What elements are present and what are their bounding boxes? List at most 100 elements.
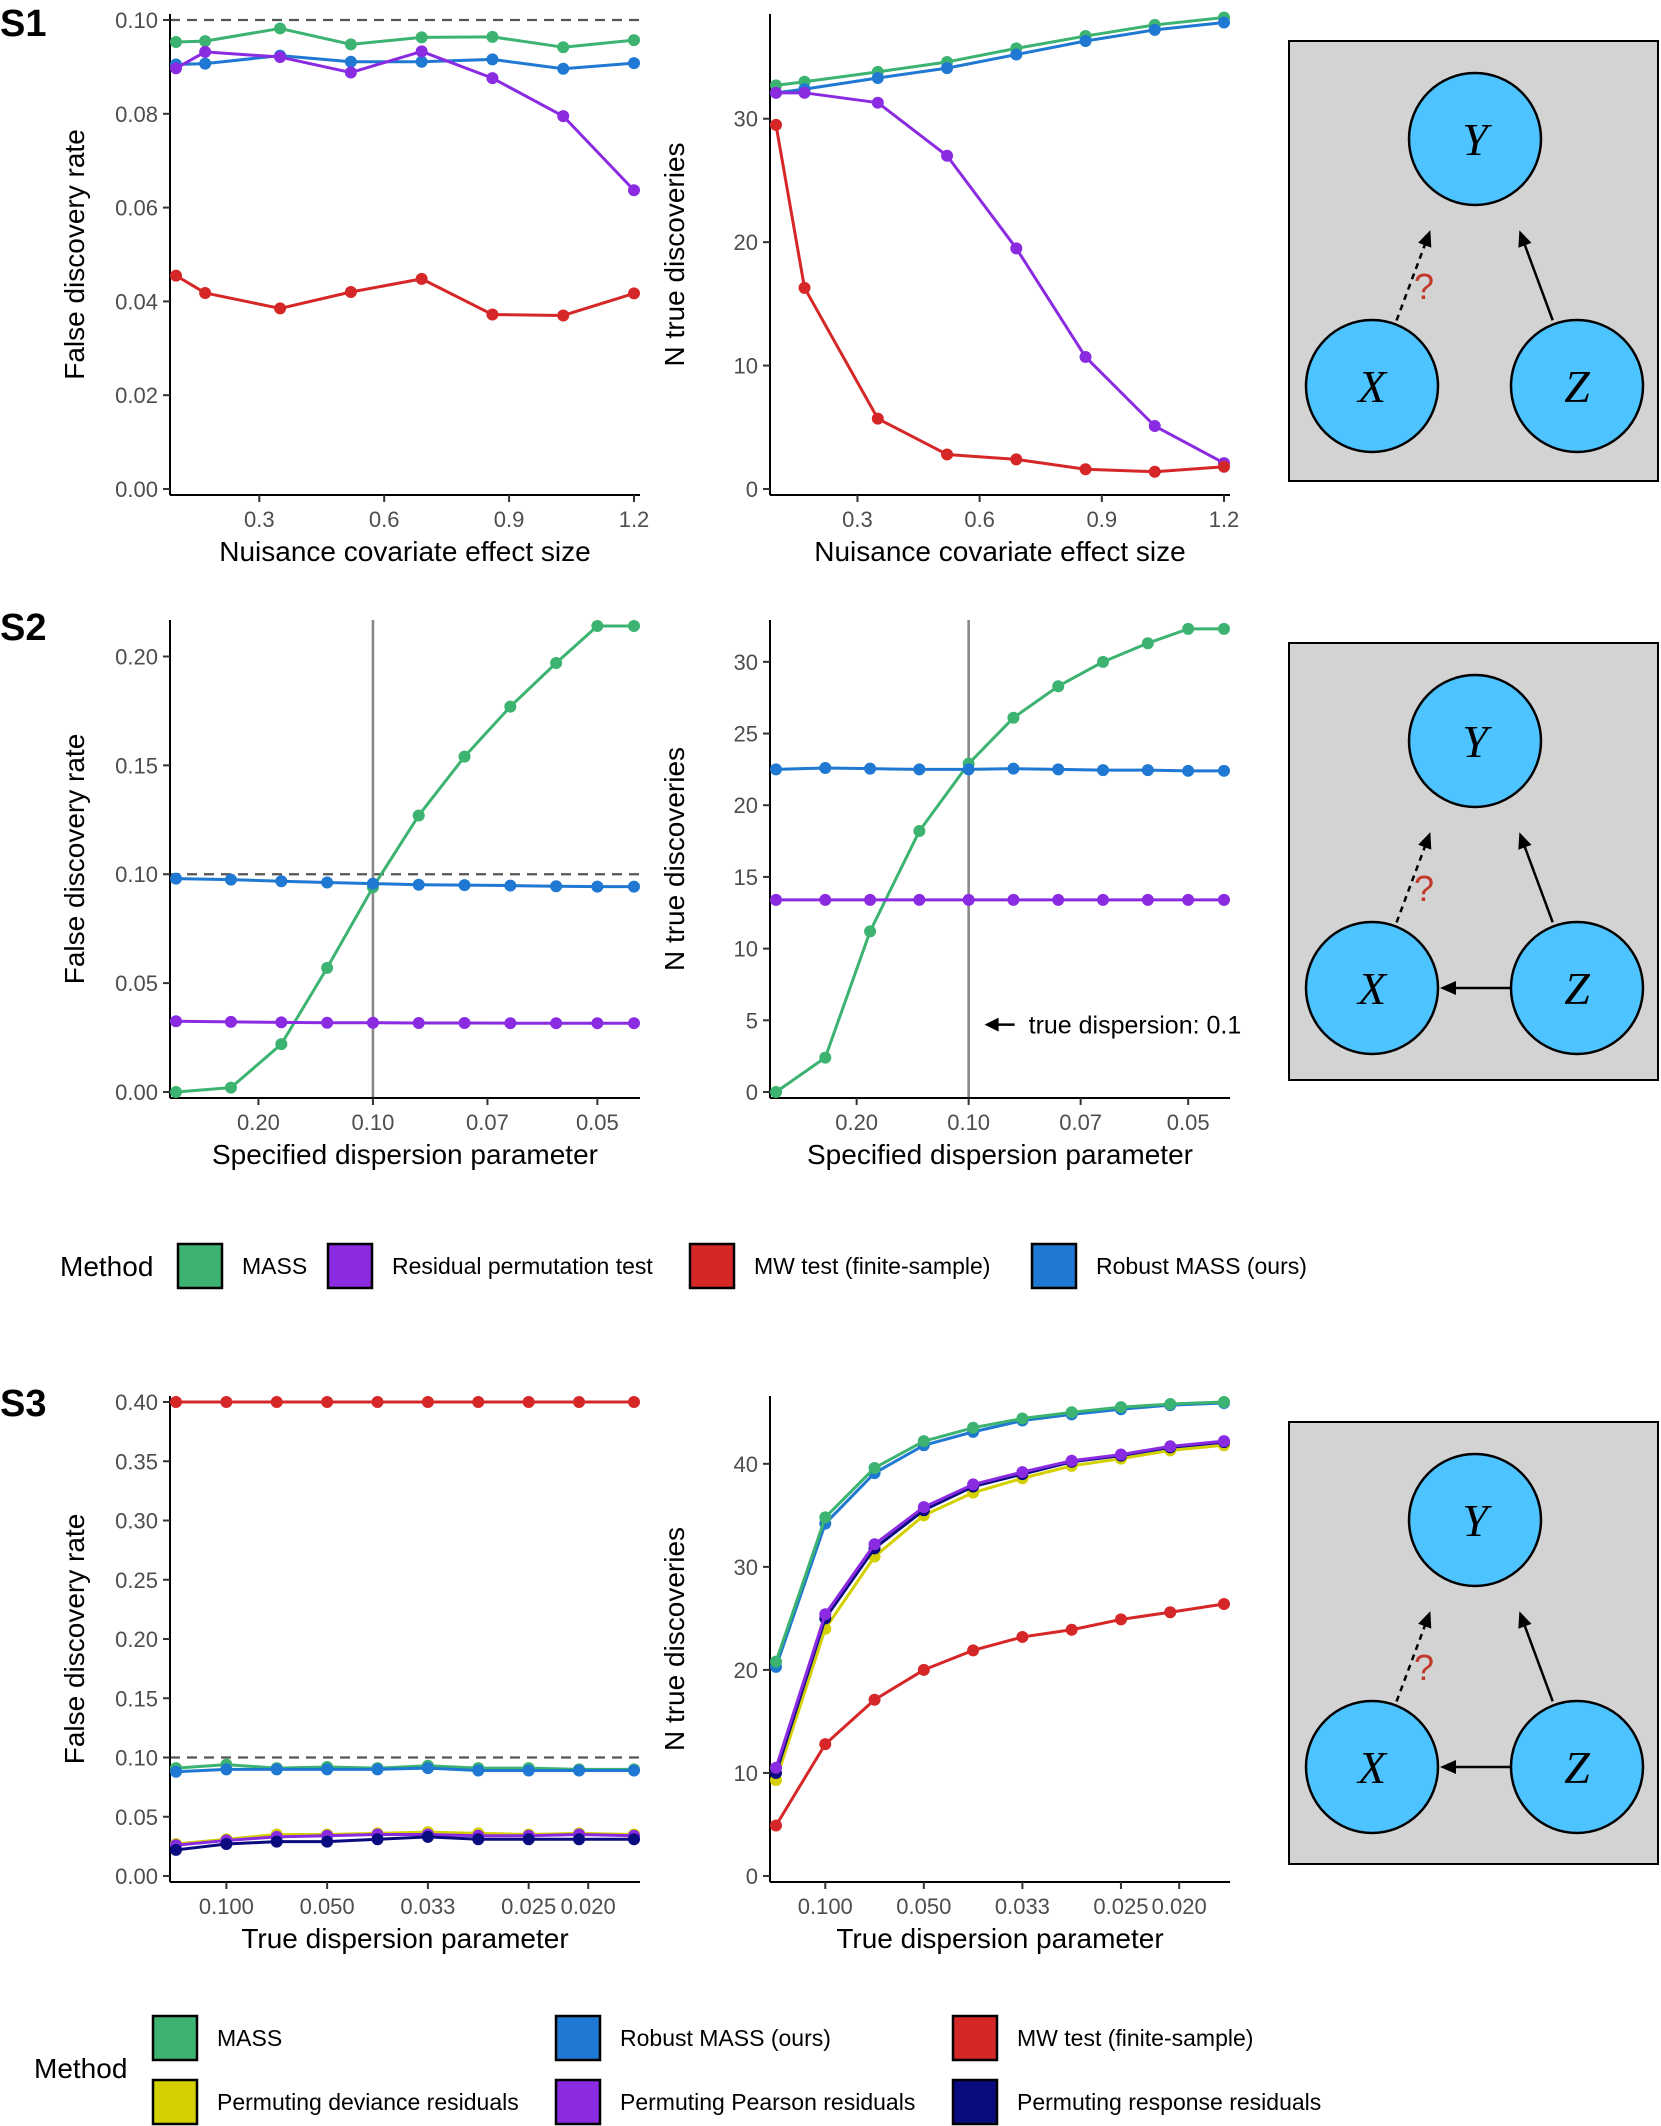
legend-key-mass xyxy=(151,2014,199,2062)
annotation-arrowhead xyxy=(984,1017,999,1032)
y-tick-label: 0.00 xyxy=(115,1080,158,1105)
x-tick-label: 0.020 xyxy=(1152,1894,1207,1919)
data-point-mw-test-finite-sample xyxy=(1218,1597,1230,1610)
y-axis-title: N true discoveries xyxy=(659,142,690,366)
data-point-mass xyxy=(550,657,563,670)
x-tick-label: 0.050 xyxy=(896,1894,951,1919)
series-line-residual-permutation-test xyxy=(175,1019,634,1025)
series-line-permuting-deviance-residuals xyxy=(774,1443,1225,1781)
data-point-mw-test-finite-sample xyxy=(170,269,182,282)
data-point-mw-test-finite-sample xyxy=(321,1396,334,1408)
data-point-residual-permutation-test xyxy=(274,51,287,64)
data-point-residual-permutation-test xyxy=(1079,350,1092,363)
data-point-mw-test-finite-sample xyxy=(628,1396,640,1408)
legend-title: Method xyxy=(34,2053,127,2084)
data-point-mass xyxy=(917,1435,930,1448)
dag-arrow-x-to-y xyxy=(1395,1620,1429,1702)
legend-label-robust-mass-ours: Robust MASS (ours) xyxy=(1096,1253,1307,1279)
data-point-robust-mass-ours xyxy=(371,1763,384,1776)
data-point-mass xyxy=(274,22,287,35)
data-point-robust-mass-ours xyxy=(415,55,428,68)
data-point-robust-mass-ours xyxy=(412,878,425,891)
data-point-permuting-response-residuals xyxy=(573,1833,586,1846)
data-point-permuting-response-residuals xyxy=(472,1833,485,1846)
data-point-robust-mass-ours xyxy=(275,875,288,888)
y-tick-label: 0.15 xyxy=(115,753,158,778)
dag-node-label-y: Y xyxy=(1462,716,1492,767)
dag-node-y xyxy=(1407,1452,1543,1588)
data-point-mw-test-finite-sample xyxy=(220,1396,233,1408)
dag-node-y xyxy=(1407,71,1543,207)
series-line-mw-test-finite-sample xyxy=(175,274,635,317)
data-point-permuting-response-residuals xyxy=(220,1838,233,1851)
data-point-mass xyxy=(321,961,334,974)
data-point-residual-permutation-test xyxy=(770,86,782,99)
data-point-mw-test-finite-sample xyxy=(917,1663,930,1676)
x-tick-label: 0.10 xyxy=(352,1110,395,1135)
data-point-mass xyxy=(1065,1406,1078,1419)
y-tick-label: 30 xyxy=(734,650,758,675)
chart-s2-n-true-discoveries: 0 5 10 15 20 25 30 0.20 0.10 0.07 0.05 Specified di… xyxy=(659,620,1241,1170)
legend-label-mw-test-finite-sample: MW test (finite-sample) xyxy=(754,1253,990,1279)
data-point-residual-permutation-test xyxy=(321,1016,334,1029)
legend-key-robust-mass-ours xyxy=(554,2014,602,2062)
dag-arrow-z-to-y-head xyxy=(1518,832,1532,850)
legend-key-robust-mass-ours xyxy=(1030,1242,1078,1290)
series-line-robust-mass-ours xyxy=(775,766,1224,773)
data-point-mass xyxy=(275,1038,288,1051)
data-point-robust-mass-ours xyxy=(1182,764,1195,777)
data-point-robust-mass-ours xyxy=(170,1765,182,1778)
series-line-robust-mass-ours xyxy=(775,20,1225,95)
x-axis-title: True dispersion parameter xyxy=(241,1923,568,1954)
data-point-residual-permutation-test xyxy=(1052,893,1065,906)
data-point-robust-mass-ours xyxy=(472,1764,485,1777)
dag-question-mark: ? xyxy=(1414,1647,1434,1688)
data-point-residual-permutation-test xyxy=(199,45,212,58)
x-tick-label: 0.033 xyxy=(995,1894,1050,1919)
data-point-residual-permutation-test xyxy=(486,72,499,85)
data-point-mw-test-finite-sample xyxy=(770,1819,782,1832)
data-point-permuting-pearson-residuals xyxy=(1065,1454,1078,1467)
dag-panel-s2: ? Y X Z xyxy=(1288,642,1659,1081)
y-tick-label: 40 xyxy=(734,1452,758,1477)
data-point-residual-permutation-test xyxy=(366,1016,379,1029)
legend-key-permuting-response-residuals xyxy=(951,2078,999,2126)
dag-arrow-z-to-x-head xyxy=(1440,981,1456,995)
data-point-robust-mass-ours xyxy=(421,1762,434,1775)
data-point-mw-test-finite-sample xyxy=(871,412,884,425)
data-point-residual-permutation-test xyxy=(941,149,954,162)
data-point-permuting-pearson-residuals xyxy=(868,1538,881,1551)
data-point-mw-test-finite-sample xyxy=(371,1396,384,1408)
x-tick-label: 0.05 xyxy=(1167,1110,1210,1135)
data-point-robust-mass-ours xyxy=(871,72,884,85)
x-tick-label: 1.2 xyxy=(1209,507,1240,532)
data-point-mass xyxy=(1164,1398,1177,1411)
y-tick-label: 5 xyxy=(746,1008,758,1033)
data-point-mw-test-finite-sample xyxy=(199,286,212,299)
y-tick-label: 0.20 xyxy=(115,1627,158,1652)
dag-arrow-z-to-y xyxy=(1521,239,1554,321)
x-axis-title: Specified dispersion parameter xyxy=(807,1139,1193,1170)
x-tick-label: 0.07 xyxy=(466,1110,509,1135)
y-tick-label: 0 xyxy=(746,1080,758,1105)
data-point-permuting-pearson-residuals xyxy=(770,1761,782,1774)
data-point-robust-mass-ours xyxy=(1010,48,1023,61)
data-point-mass xyxy=(864,925,877,938)
chart-s3-false-discovery-rate: 0.00 0.05 0.10 0.15 0.20 0.25 0.30 0.35 0.40 0.10… xyxy=(59,1390,640,1954)
x-tick-label: 0.3 xyxy=(842,507,873,532)
series-line-residual-permutation-test xyxy=(776,91,1225,465)
legend-key-residual-permutation-test xyxy=(326,1242,374,1290)
y-tick-label: 0.35 xyxy=(115,1449,158,1474)
data-point-mw-test-finite-sample xyxy=(1016,1630,1029,1643)
legend-label-permuting-deviance-residuals: Permuting deviance residuals xyxy=(217,2089,519,2115)
y-tick-label: 0.05 xyxy=(115,1805,158,1830)
data-point-robust-mass-ours xyxy=(591,880,604,893)
data-point-robust-mass-ours xyxy=(962,763,975,776)
y-tick-label: 25 xyxy=(734,722,758,747)
data-point-mass xyxy=(628,620,640,632)
data-point-mw-test-finite-sample xyxy=(573,1396,586,1408)
data-point-residual-permutation-test xyxy=(415,45,428,58)
data-point-residual-permutation-test xyxy=(1141,893,1154,906)
y-axis-title: False discovery rate xyxy=(59,1514,90,1765)
y-tick-label: 0.00 xyxy=(115,477,158,502)
